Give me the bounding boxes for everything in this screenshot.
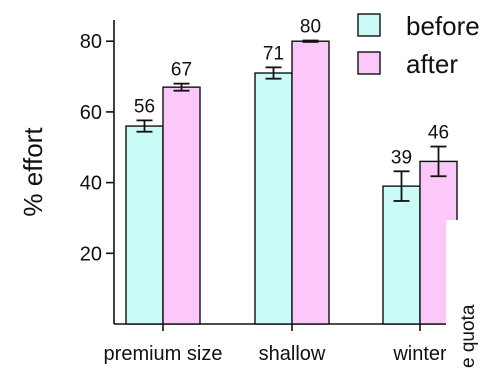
labels: premium size 56 67 shallow 71 80 winter 39 46 — [104, 17, 450, 365]
data-label: 39 — [391, 147, 412, 168]
bars — [125, 39, 458, 325]
bar-after — [291, 40, 330, 325]
legend-label: before — [406, 11, 480, 41]
y-tick-label: 40 — [80, 173, 102, 195]
x-tick-label: premium size — [104, 343, 223, 365]
cover-panel — [446, 220, 498, 368]
bar-after — [162, 86, 201, 325]
data-label: 46 — [428, 123, 449, 144]
bar-before — [125, 125, 164, 325]
data-label: 67 — [171, 60, 192, 81]
data-label: 56 — [134, 96, 155, 117]
x-tick-label: shallow — [259, 343, 326, 365]
bar-before — [254, 72, 293, 325]
legend-label: after — [406, 49, 458, 79]
y-tick-label: 60 — [80, 102, 102, 124]
legend-swatch-before — [357, 13, 381, 37]
bar-before — [382, 185, 421, 325]
x-tick-label: winter — [392, 343, 447, 365]
y-axis-label: % effort — [18, 127, 48, 217]
legend-swatch-after — [357, 51, 381, 75]
side-label: e quota — [458, 304, 479, 368]
legend: before after — [357, 11, 480, 79]
data-label: 80 — [300, 17, 321, 38]
y-tick-label: 80 — [80, 31, 102, 53]
data-label: 71 — [263, 43, 284, 64]
y-tick-label: 20 — [80, 243, 102, 265]
